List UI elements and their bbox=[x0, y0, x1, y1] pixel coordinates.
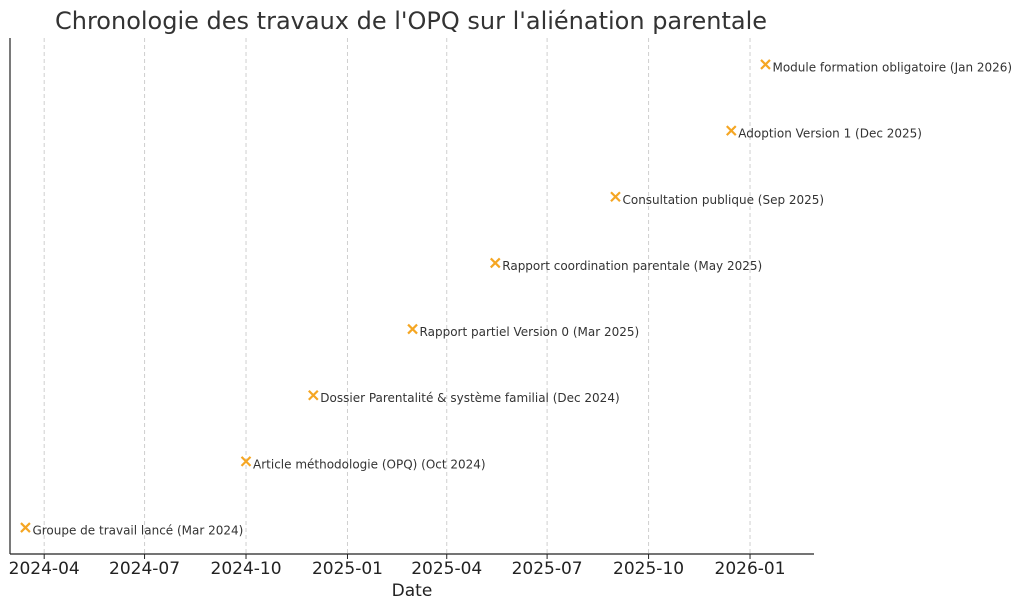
event-label: Dossier Parentalité & système familial (… bbox=[320, 391, 619, 405]
event-label: Adoption Version 1 (Dec 2025) bbox=[738, 127, 922, 141]
event-markers: Groupe de travail lancé (Mar 2024) Articl… bbox=[20, 59, 1012, 538]
x-axis-ticks: 2024-04 2024-07 2024-10 2025-01 2025-04 2025-… bbox=[9, 554, 786, 579]
x-tick-label: 2025-01 bbox=[312, 559, 383, 579]
grid-lines bbox=[43, 38, 751, 554]
x-tick-label: 2025-10 bbox=[613, 559, 684, 579]
chart-title: Chronologie des travaux de l'OPQ sur l'a… bbox=[55, 7, 767, 35]
x-tick-label: 2024-10 bbox=[211, 559, 282, 579]
event-marker bbox=[308, 389, 319, 401]
event-marker bbox=[760, 59, 771, 70]
event-point: Article méthodologie (OPQ) (Oct 2024) bbox=[240, 456, 486, 471]
event-marker bbox=[407, 323, 418, 335]
event-label: Module formation obligatoire (Jan 2026) bbox=[772, 60, 1012, 74]
x-tick-label: 2025-07 bbox=[512, 559, 583, 579]
event-marker bbox=[726, 125, 737, 136]
event-marker bbox=[240, 456, 252, 467]
event-label: Rapport partiel Version 0 (Mar 2025) bbox=[420, 325, 640, 339]
x-tick-label: 2024-04 bbox=[9, 559, 80, 579]
event-point: Rapport partiel Version 0 (Mar 2025) bbox=[407, 323, 640, 339]
event-label: Consultation publique (Sep 2025) bbox=[622, 193, 824, 207]
x-tick-label: 2025-04 bbox=[411, 559, 482, 579]
event-point: Consultation publique (Sep 2025) bbox=[610, 191, 824, 207]
event-point: Groupe de travail lancé (Mar 2024) bbox=[20, 522, 243, 538]
event-label: Groupe de travail lancé (Mar 2024) bbox=[32, 524, 243, 538]
event-point: Dossier Parentalité & système familial (… bbox=[308, 389, 620, 405]
event-point: Adoption Version 1 (Dec 2025) bbox=[726, 125, 922, 141]
event-marker bbox=[489, 257, 501, 269]
event-point: Rapport coordination parentale (May 2025… bbox=[489, 257, 762, 273]
x-tick-label: 2026-01 bbox=[715, 559, 786, 579]
event-marker bbox=[610, 191, 621, 203]
x-tick-label: 2024-07 bbox=[109, 559, 180, 579]
event-label: Rapport coordination parentale (May 2025… bbox=[502, 259, 762, 273]
event-point: Module formation obligatoire (Jan 2026) bbox=[760, 59, 1012, 74]
event-label: Article méthodologie (OPQ) (Oct 2024) bbox=[253, 457, 486, 471]
x-axis-label: Date bbox=[392, 581, 433, 601]
event-marker bbox=[20, 522, 31, 533]
